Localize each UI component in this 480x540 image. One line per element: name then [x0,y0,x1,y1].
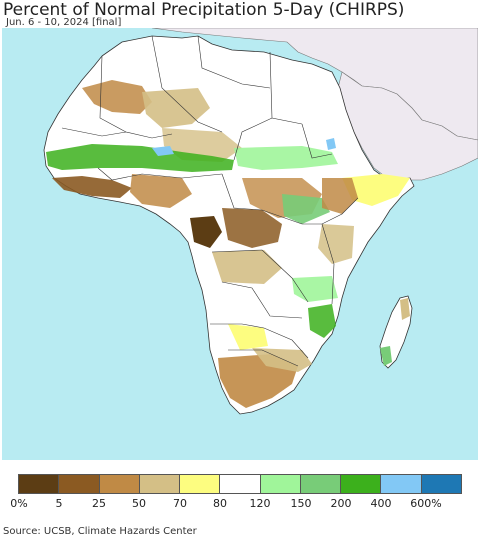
field-tan-west [130,174,192,208]
field-yellow-horn [342,174,410,206]
legend-tick-label: 150 [290,497,312,510]
legend-tick-label: 200 [330,497,352,510]
border-line [211,249,309,303]
africa-map-svg [2,28,478,460]
border-line [197,35,271,89]
map-title: Percent of Normal Precipitation 5-Day (C… [3,0,405,20]
field-tan-north [142,88,210,128]
border-line [228,349,299,367]
country-borders [61,35,359,367]
field-dark-brown-gabon [190,216,222,248]
border-line [61,127,173,139]
field-brown-west-coast [52,176,132,198]
source-credit: Source: UCSB, Climate Hazards Center [3,526,197,537]
legend-swatch [59,475,100,493]
field-green-sahel-west [46,144,234,172]
border-line [99,55,127,133]
border-line [301,123,333,159]
legend-swatch [220,475,261,493]
field-madagascar-tan [400,298,410,320]
precipitation-map [2,28,478,460]
map-subtitle: Jun. 6 - 10, 2024 [final] [6,17,122,28]
field-tan-kenya [318,224,354,264]
legend-tick-label: 400 [370,497,392,510]
legend-tick-label: 0% [10,497,28,510]
legend-swatch [99,475,140,493]
field-tan-south-africa [252,348,312,372]
legend-tick-label: 600% [410,497,442,510]
legend-tick-label: 80 [213,497,227,510]
legend-tick-label: 50 [132,497,146,510]
legend-tick-label: 120 [249,497,271,510]
border-line [97,167,223,181]
legend-colorbar [18,474,462,494]
legend-swatch [19,475,60,493]
field-green-central [282,194,330,224]
legend-swatch [381,475,422,493]
border-line [233,117,273,161]
legend-tick-label: 70 [173,497,187,510]
border-line [151,35,223,133]
field-lightgreen-sahel [234,146,338,170]
legend-swatch [260,475,301,493]
legend-swatch [421,475,461,493]
field-madagascar-green [380,346,392,366]
field-brown-ethiopia [322,178,358,214]
border-line [221,281,303,319]
legend-tick-label: 25 [92,497,106,510]
legend-swatch [180,475,221,493]
field-below-normal-north [82,80,152,114]
field-green-mozambique [308,304,336,338]
legend-tick-label: 5 [55,497,63,510]
border-line [221,173,303,225]
legend-swatch [139,475,181,493]
legend-swatch [341,475,382,493]
border-line [302,197,359,225]
field-tan-angola [212,250,282,284]
precipitation-fields [46,80,410,408]
field-blue-spots [152,138,336,156]
field-brown-congo [222,208,282,248]
field-yellow-south [228,324,268,350]
border-line [321,223,335,305]
legend-swatch [300,475,342,493]
border-line [210,323,309,359]
